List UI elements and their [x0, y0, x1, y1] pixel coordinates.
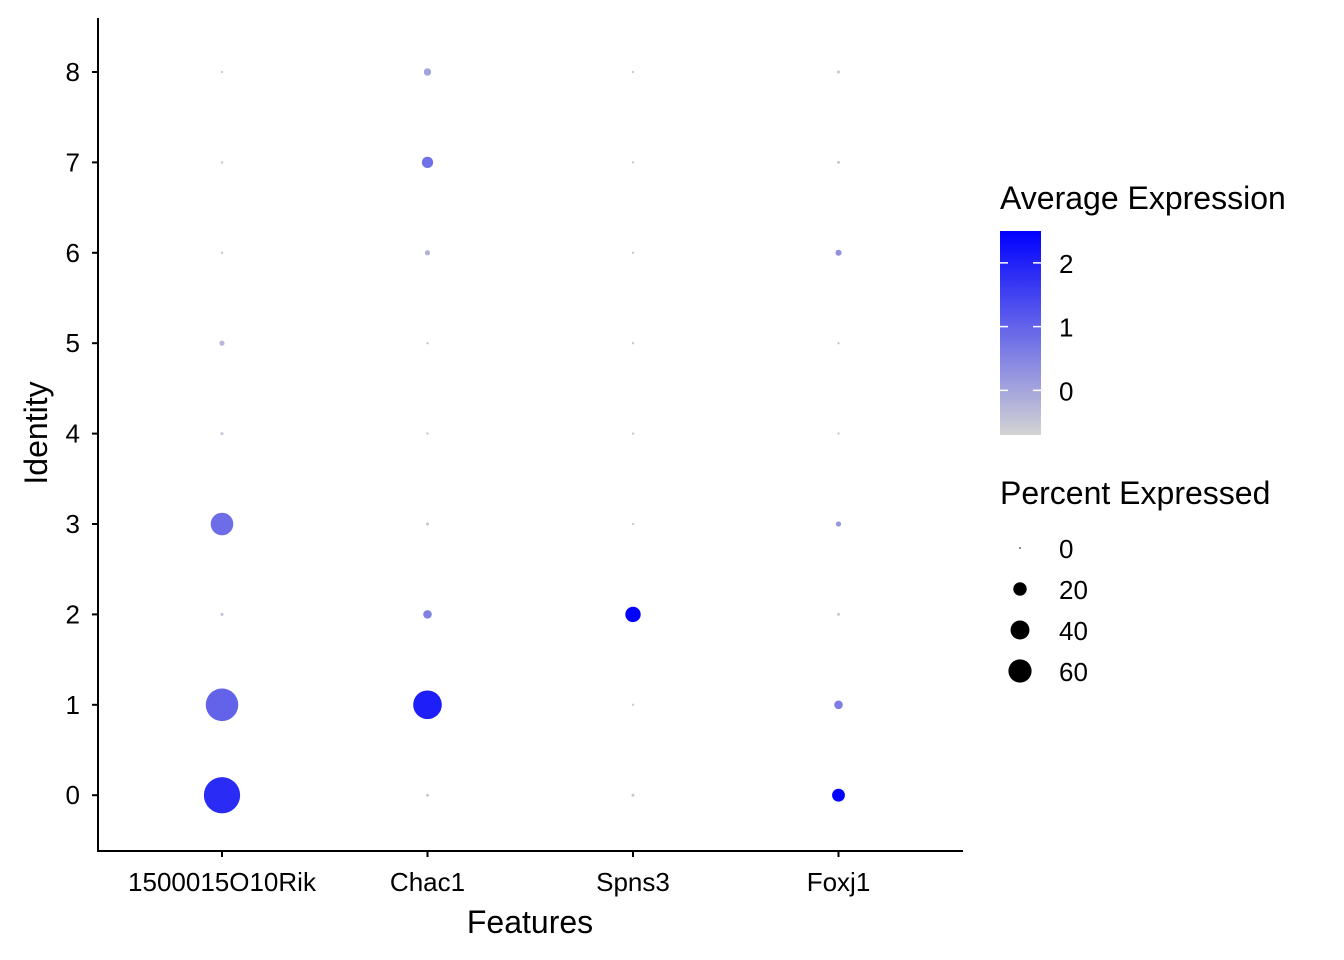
dot-Chac1-3 [425, 522, 430, 526]
dot-Spns3-3 [631, 522, 635, 526]
y-axis-title: Identity [18, 381, 54, 484]
dot-Chac1-5 [426, 342, 429, 345]
color-legend-label: 0 [1059, 376, 1073, 406]
color-legend: Average Expression 0 1 2 [1000, 180, 1286, 435]
dot-Spns3-0 [631, 793, 635, 797]
dot-1500015O10Rik-0 [203, 777, 241, 814]
x-tick-label: Chac1 [390, 867, 465, 897]
dot-1500015O10Rik-8 [220, 70, 224, 74]
dot-1500015O10Rik-3 [210, 512, 234, 536]
dot-1500015O10Rik-2 [220, 612, 224, 616]
dot-Foxj1-2 [836, 612, 841, 616]
dot-Foxj1-6 [835, 249, 842, 256]
x-tick-label: Foxj1 [807, 867, 871, 897]
y-tick-label: 7 [66, 147, 80, 177]
x-axis-title: Features [467, 904, 593, 940]
size-legend-label: 20 [1059, 575, 1088, 605]
y-tick-label: 0 [66, 780, 80, 810]
y-tick-label: 5 [66, 328, 80, 358]
color-legend-title: Average Expression [1000, 180, 1286, 216]
size-legend: Percent Expressed 0 20 40 60 [1000, 475, 1270, 687]
dot-Foxj1-7 [836, 160, 841, 164]
dot-Chac1-4 [426, 432, 429, 435]
size-legend-dot [1019, 547, 1021, 549]
size-legend-dot [1008, 659, 1032, 683]
dot-Foxj1-8 [836, 70, 841, 74]
size-legend-label: 0 [1059, 534, 1073, 564]
dot-Chac1-1 [413, 690, 442, 720]
dot-Spns3-6 [631, 251, 635, 254]
y-tick-label: 2 [66, 599, 80, 629]
color-legend-bar [1000, 231, 1041, 435]
dots-layer [203, 68, 845, 814]
plot-panel: 0 1 2 3 4 5 6 7 8 1500015O10Rik Chac1 Spns3 Foxj1 [66, 18, 963, 897]
dot-Chac1-7 [421, 156, 434, 169]
dot-1500015O10Rik-1 [205, 688, 239, 722]
size-legend-title: Percent Expressed [1000, 475, 1270, 511]
dot-Foxj1-3 [835, 521, 842, 527]
dot-Spns3-7 [631, 161, 635, 164]
dot-1500015O10Rik-6 [220, 251, 224, 254]
y-axis-ticks: 0 1 2 3 4 5 6 7 8 [66, 57, 98, 810]
color-legend-label: 2 [1059, 249, 1073, 279]
dot-Foxj1-4 [837, 432, 840, 435]
dot-Chac1-6 [424, 250, 431, 256]
dot-Spns3-5 [631, 342, 635, 345]
color-legend-ticks: 0 1 2 [1000, 249, 1073, 406]
dot-Spns3-1 [631, 703, 635, 706]
dot-Foxj1-0 [832, 788, 845, 802]
dot-1500015O10Rik-4 [220, 432, 224, 436]
dot-Foxj1-5 [837, 342, 840, 345]
y-tick-label: 1 [66, 690, 80, 720]
dot-Spns3-2 [625, 606, 641, 623]
size-legend-keys: 0 20 40 60 [1008, 534, 1088, 687]
size-legend-dot [1010, 620, 1030, 640]
dot-1500015O10Rik-5 [219, 340, 225, 346]
dot-Chac1-0 [425, 793, 430, 797]
dot-1500015O10Rik-7 [220, 161, 224, 164]
dot-Chac1-8 [423, 68, 432, 76]
color-legend-label: 1 [1059, 313, 1073, 343]
size-legend-label: 40 [1059, 616, 1088, 646]
x-tick-label: 1500015O10Rik [128, 867, 317, 897]
x-axis-ticks: 1500015O10Rik Chac1 Spns3 Foxj1 [128, 851, 870, 897]
y-tick-label: 3 [66, 509, 80, 539]
y-tick-label: 4 [66, 419, 80, 449]
y-tick-label: 8 [66, 57, 80, 87]
y-tick-label: 6 [66, 238, 80, 268]
dot-Spns3-4 [631, 432, 635, 435]
size-legend-label: 60 [1059, 657, 1088, 687]
dot-Chac1-2 [423, 610, 432, 619]
dot-Spns3-8 [631, 70, 635, 74]
dot-Foxj1-1 [834, 700, 843, 710]
size-legend-dot [1013, 582, 1027, 596]
x-tick-label: Spns3 [596, 867, 670, 897]
